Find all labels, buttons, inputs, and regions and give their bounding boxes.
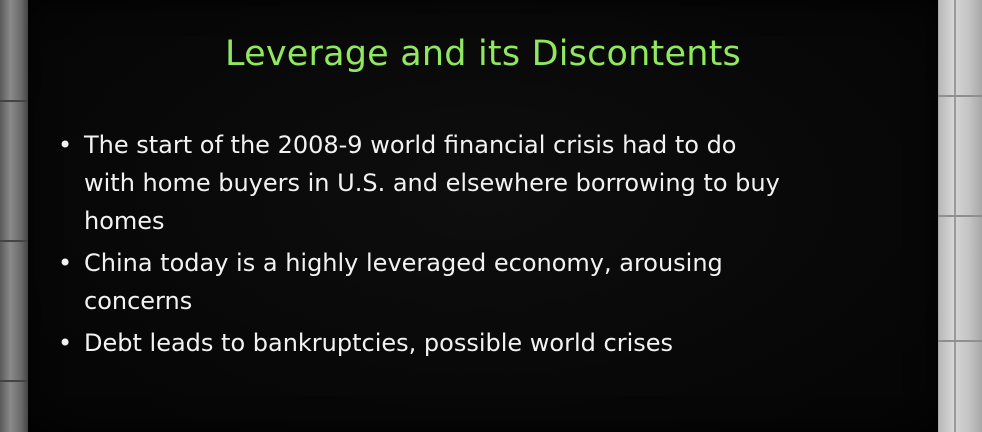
left-wall	[0, 0, 30, 432]
bullet-item: • The start of the 2008-9 world financia…	[58, 126, 918, 240]
wall-seam	[930, 340, 982, 342]
slide-title: Leverage and its Discontents	[225, 34, 741, 74]
bullet-list: • The start of the 2008-9 world financia…	[58, 126, 918, 366]
bullet-line: The start of the 2008-9 world financial …	[84, 131, 737, 159]
bullet-line: Debt leads to bankruptcies, possible wor…	[84, 329, 674, 357]
bullet-line: China today is a highly leveraged econom…	[84, 249, 723, 277]
bullet-dot-icon: •	[58, 131, 73, 159]
bullet-dot-icon: •	[58, 249, 73, 277]
bullet-line: homes	[84, 207, 165, 235]
wall-seam	[0, 100, 30, 102]
wall-seam	[0, 240, 30, 242]
bullet-dot-icon: •	[58, 329, 73, 357]
bullet-line: with home buyers in U.S. and elsewhere b…	[84, 169, 780, 197]
right-wall	[930, 0, 982, 432]
wall-seam	[930, 95, 982, 97]
wall-seam	[930, 215, 982, 217]
wall-seam	[0, 380, 30, 382]
bullet-item: • Debt leads to bankruptcies, possible w…	[58, 324, 918, 362]
bullet-item: • China today is a highly leveraged econ…	[58, 244, 918, 320]
projection-screen: Leverage and its Discontents • The start…	[28, 0, 938, 432]
bullet-line: concerns	[84, 287, 193, 315]
